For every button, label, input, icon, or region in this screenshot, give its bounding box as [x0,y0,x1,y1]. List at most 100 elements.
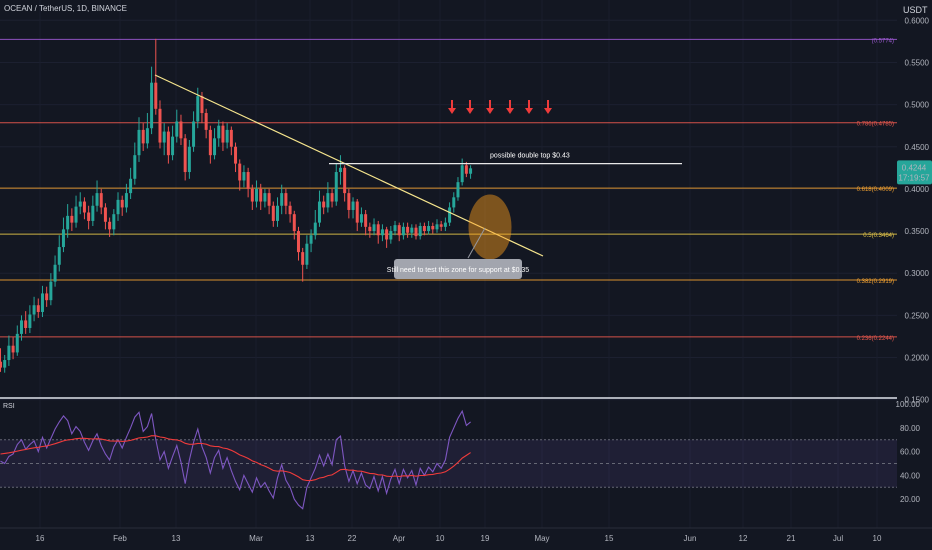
candle-body[interactable] [431,225,435,230]
candle-body[interactable] [313,222,317,236]
candle-body[interactable] [74,206,78,223]
candle-body[interactable] [280,193,284,206]
candle-body[interactable] [95,193,99,206]
candle-body[interactable] [57,247,61,265]
candle-body[interactable] [380,229,384,236]
candle-body[interactable] [208,129,212,156]
rsi-pane[interactable] [0,397,932,510]
candle-body[interactable] [133,155,137,179]
candle-body[interactable] [187,146,191,173]
candle-body[interactable] [175,121,179,137]
candle-body[interactable] [414,227,418,237]
candle-body[interactable] [406,226,410,233]
candle-body[interactable] [464,165,468,174]
drawings[interactable]: possible double top $0.43 Still need to t… [154,74,682,279]
candle-body[interactable] [137,129,141,156]
rsi-ma-line[interactable] [0,435,471,482]
support-zone[interactable] [468,194,512,260]
candle-body[interactable] [443,222,447,227]
candle-body[interactable] [28,314,32,328]
candle-body[interactable] [200,96,204,114]
candle-body[interactable] [368,226,372,232]
candle-body[interactable] [376,224,380,236]
symbol-header[interactable]: OCEAN / TetherUS, 1D, BINANCE [4,4,127,13]
candle-body[interactable] [154,82,158,109]
candle-body[interactable] [317,201,321,223]
candle-body[interactable] [410,227,414,233]
candle-body[interactable] [120,199,124,208]
candle-body[interactable] [393,225,397,232]
candle-body[interactable] [91,205,95,221]
candle-body[interactable] [7,345,11,361]
candle-body[interactable] [141,129,145,144]
candle-body[interactable] [150,82,154,129]
candle-body[interactable] [53,264,57,282]
callout-box[interactable] [394,259,522,279]
candle-body[interactable] [78,201,82,207]
candle-body[interactable] [456,182,460,198]
candle-body[interactable] [204,113,208,130]
candle-body[interactable] [469,168,473,174]
candle-body[interactable] [40,293,44,312]
candle-body[interactable] [45,293,49,301]
candle-body[interactable] [145,128,149,144]
rsi-label[interactable]: RSI [3,403,15,410]
candle-body[interactable] [162,131,166,143]
candle-body[interactable] [11,345,15,353]
candle-body[interactable] [338,167,342,173]
candle-body[interactable] [460,165,464,183]
candle-body[interactable] [116,199,120,215]
candle-body[interactable] [213,138,217,156]
candle-body[interactable] [397,225,401,236]
candle-body[interactable] [36,305,40,312]
candle-body[interactable] [296,231,300,253]
candle-body[interactable] [250,188,254,202]
candle-body[interactable] [82,201,86,213]
candle-body[interactable] [359,214,363,223]
candle-body[interactable] [229,129,233,147]
candle-body[interactable] [372,224,376,232]
candle-body[interactable] [418,225,422,237]
candle-body[interactable] [422,225,426,232]
candle-body[interactable] [322,201,326,208]
candle-body[interactable] [330,193,334,202]
candle-body[interactable] [351,201,355,210]
candle-body[interactable] [305,243,309,265]
candle-body[interactable] [217,125,221,139]
candle-body[interactable] [108,221,112,230]
candle-body[interactable] [99,193,103,208]
candle-body[interactable] [238,163,242,181]
candle-body[interactable] [271,205,275,221]
support-note[interactable]: Still need to test this zone for support… [387,267,530,274]
candle-body[interactable] [401,226,405,236]
candles[interactable] [0,38,473,373]
candle-body[interactable] [439,224,443,227]
candle-body[interactable] [166,131,170,156]
candle-body[interactable] [158,108,162,143]
candle-body[interactable] [192,121,196,147]
price-axis[interactable] [897,0,932,550]
candle-body[interactable] [19,320,23,334]
candle-body[interactable] [334,172,338,202]
candle-body[interactable] [263,193,267,202]
candle-body[interactable] [301,252,305,265]
candle-body[interactable] [347,193,351,210]
trendline[interactable] [154,74,544,257]
candle-body[interactable] [435,224,439,230]
candle-body[interactable] [112,214,116,230]
candle-body[interactable] [196,96,200,122]
candle-body[interactable] [24,320,28,328]
candle-body[interactable] [87,212,91,221]
candle-body[interactable] [343,167,347,194]
candle-body[interactable] [70,215,74,223]
candle-body[interactable] [452,197,456,208]
candle-body[interactable] [234,146,238,164]
candle-body[interactable] [364,214,368,227]
candle-body[interactable] [255,188,259,202]
candle-body[interactable] [183,138,187,173]
candle-body[interactable] [276,205,280,221]
candle-body[interactable] [292,214,296,232]
candle-body[interactable] [267,193,271,206]
